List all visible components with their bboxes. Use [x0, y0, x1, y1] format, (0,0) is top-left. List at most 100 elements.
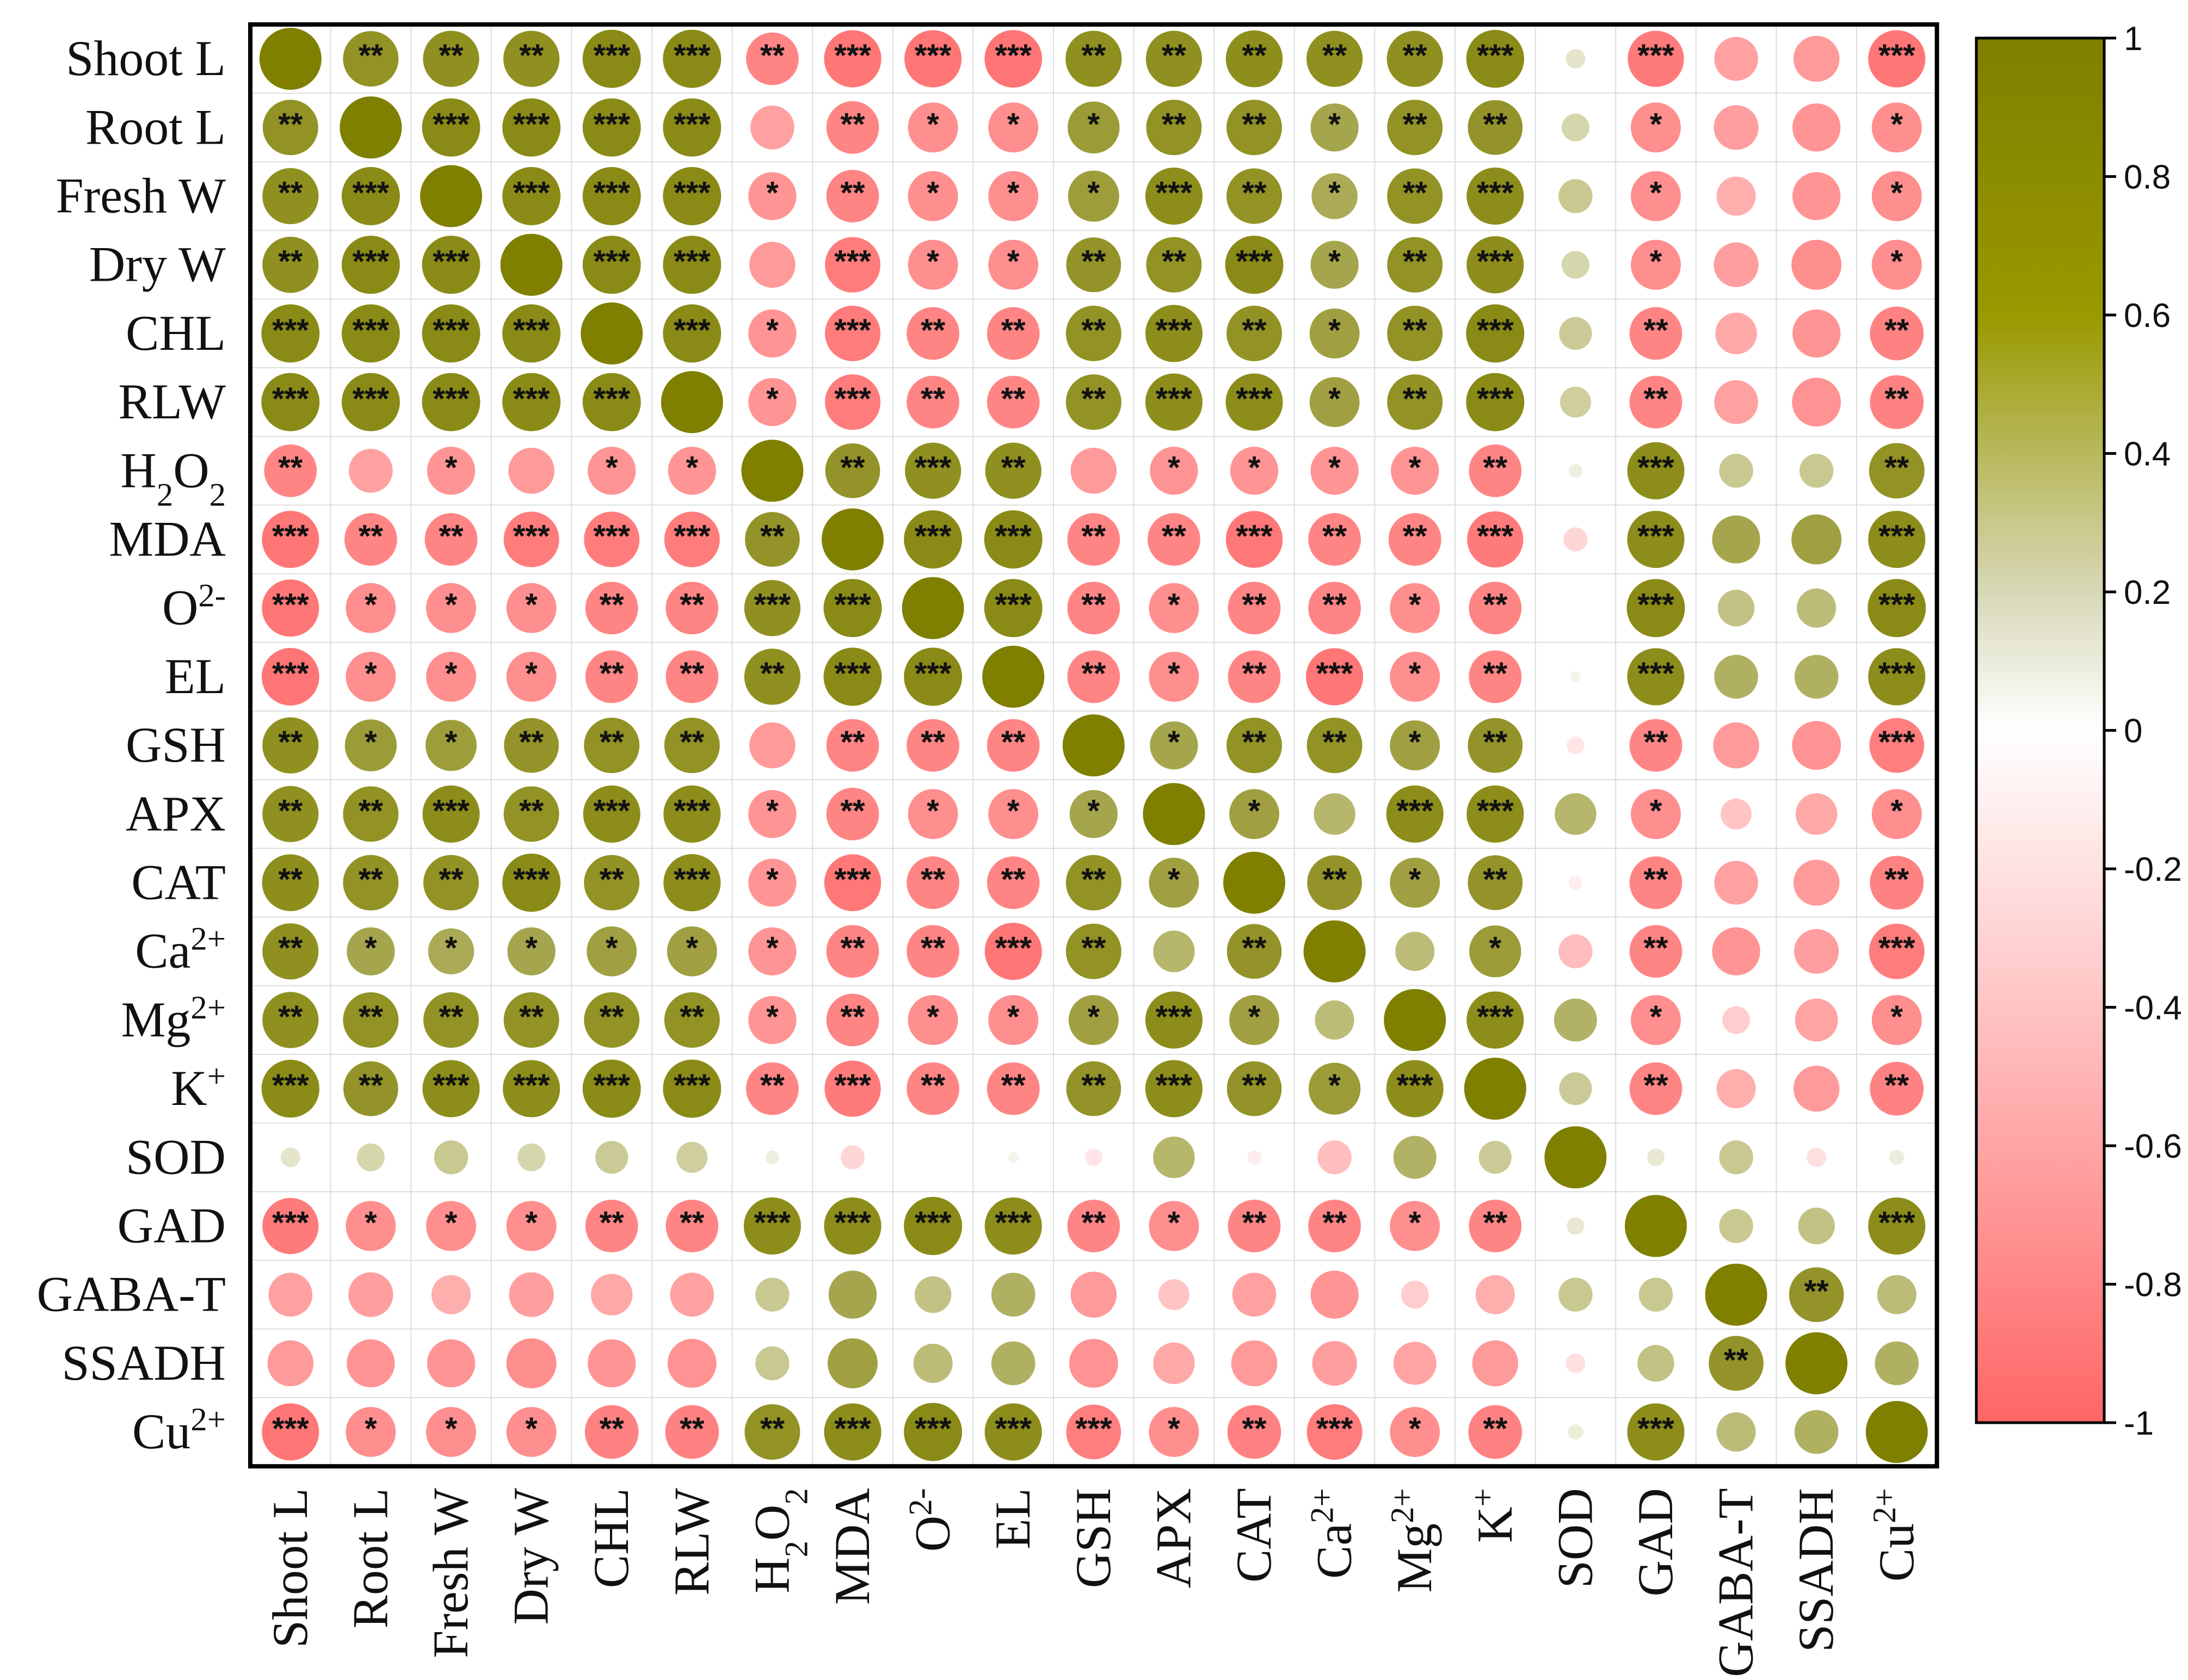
corr-circle-SSADH-H2O2: [755, 1346, 790, 1381]
corr-circle-APX-Mg2+: [1386, 785, 1444, 843]
corr-circle-MDA-Fresh W: [424, 513, 478, 566]
significance-mark: *: [365, 588, 377, 623]
corr-circle-APX-SOD: [1555, 793, 1597, 835]
corr-circle-Cu2+-SSADH: [1794, 1410, 1839, 1454]
corr-circle-Mg2+-Fresh W: [423, 992, 479, 1048]
significance-mark: *: [1409, 656, 1421, 691]
significance-mark: ***: [593, 519, 630, 554]
significance-mark: **: [439, 999, 464, 1035]
corr-circle-Cu2+-Fresh W: [426, 1407, 476, 1457]
corr-circle-Fresh W-Mg2+: [1387, 168, 1443, 224]
corr-circle-CHL-MDA: [825, 305, 880, 361]
significance-mark: **: [1403, 244, 1428, 280]
row-label-Cu2+: Cu2+: [132, 1401, 226, 1460]
row-label-SOD: SOD: [126, 1129, 226, 1184]
corr-circle-MDA-Ca2+: [1308, 513, 1361, 566]
col-label-CAT: CAT: [1226, 1488, 1281, 1583]
significance-mark: **: [1643, 381, 1668, 417]
corr-circle-H2O2-Mg2+: [1391, 447, 1439, 495]
corr-circle-EL-Dry W: [506, 651, 557, 702]
corr-circle-GAD-GSH: [1067, 1200, 1120, 1252]
significance-mark: ***: [834, 588, 871, 623]
significance-mark: **: [1483, 1411, 1508, 1447]
corr-circle-Shoot L-GABA-T: [1714, 36, 1758, 81]
corr-circle-SSADH-GAD: [1637, 1345, 1674, 1382]
corr-circle-K+-MDA: [824, 1060, 881, 1117]
significance-mark: **: [1162, 38, 1187, 73]
corr-circle-Dry W-H2O2: [749, 242, 796, 288]
corr-circle-O2--SOD: [1574, 607, 1576, 609]
corr-circle-Shoot L-RLW: [663, 29, 722, 88]
row-label-Root L: Root L: [85, 99, 226, 155]
significance-mark: ***: [272, 1068, 309, 1103]
significance-mark: ***: [353, 313, 390, 348]
significance-mark: **: [359, 999, 384, 1035]
significance-mark: *: [1007, 107, 1020, 142]
corr-circle-SOD-H2O2: [765, 1150, 780, 1165]
corr-circle-GABA-T-Dry W: [509, 1272, 554, 1317]
significance-mark: **: [1403, 313, 1428, 348]
corr-circle-Dry W-O2-: [908, 239, 958, 290]
significance-mark: **: [680, 656, 705, 691]
corr-circle-CAT-Dry W: [502, 854, 561, 912]
significance-mark: *: [1007, 176, 1020, 211]
significance-mark: *: [686, 450, 699, 485]
corr-circle-SOD-APX: [1153, 1137, 1195, 1178]
significance-mark: **: [1081, 313, 1106, 348]
significance-mark: **: [519, 999, 544, 1035]
corr-circle-H2O2-K+: [1469, 444, 1522, 497]
significance-mark: *: [766, 999, 779, 1035]
significance-mark: **: [1242, 656, 1267, 691]
significance-mark: ***: [995, 588, 1032, 623]
corr-circle-GABA-T-H2O2: [755, 1277, 790, 1312]
corr-circle-CAT-GAD: [1629, 856, 1682, 909]
corr-circle-SOD-Root L: [356, 1143, 385, 1171]
corr-circle-APX-CHL: [583, 785, 640, 843]
significance-mark: ***: [1156, 1068, 1193, 1103]
corr-circle-CAT-Cu2+: [1870, 856, 1924, 910]
corr-circle-Root L-K+: [1468, 100, 1523, 155]
corr-circle-K+-O2-: [907, 1062, 959, 1115]
significance-mark: ***: [1878, 588, 1915, 623]
significance-mark: *: [927, 107, 939, 142]
corr-circle-SOD-GSH: [1084, 1148, 1102, 1166]
significance-mark: **: [1643, 313, 1668, 348]
corr-circle-Shoot L-SOD: [1566, 49, 1586, 69]
corr-circle-Ca2+-SOD: [1558, 934, 1593, 968]
significance-mark: **: [840, 725, 865, 760]
significance-mark: *: [525, 1206, 538, 1241]
corr-circle-GSH-K+: [1468, 718, 1523, 773]
significance-mark: **: [760, 519, 785, 554]
corr-circle-SOD-CAT: [1247, 1150, 1261, 1165]
significance-mark: **: [278, 999, 303, 1035]
significance-mark: ***: [1637, 588, 1674, 623]
significance-mark: ***: [915, 450, 952, 485]
significance-mark: **: [760, 1411, 785, 1447]
corr-circle-CHL-GSH: [1065, 305, 1121, 361]
corr-circle-Root L-SSADH: [1792, 103, 1841, 152]
corr-circle-Ca2+-K+: [1469, 925, 1521, 978]
significance-mark: ***: [834, 1411, 871, 1447]
corr-circle-RLW-CAT: [1225, 373, 1283, 431]
corr-circle-RLW-SOD: [1560, 386, 1591, 418]
corr-circle-Fresh W-Ca2+: [1311, 173, 1358, 219]
corr-circle-MDA-CHL: [584, 511, 640, 567]
significance-mark: ***: [513, 313, 550, 348]
colorbar-tick-label: -0.6: [2124, 1128, 2182, 1165]
significance-mark: **: [1001, 1068, 1026, 1103]
significance-mark: *: [1088, 999, 1100, 1035]
corr-circle-Ca2+-SSADH: [1794, 929, 1839, 974]
corr-circle-H2O2-SOD: [1568, 464, 1583, 478]
corr-circle-O2--CAT: [1228, 582, 1281, 635]
corr-circle-SSADH-Shoot L: [267, 1340, 314, 1387]
corr-circle-GABA-T-GAD: [1638, 1277, 1673, 1312]
significance-mark: *: [766, 313, 779, 348]
significance-mark: ***: [513, 862, 550, 898]
corr-circle-O2--H2O2: [744, 580, 801, 637]
significance-mark: ***: [995, 1206, 1032, 1241]
significance-mark: ***: [674, 519, 711, 554]
col-label-Ca2+: Ca2+: [1304, 1488, 1362, 1579]
colorbar-tick-label: 0.2: [2124, 574, 2171, 612]
corr-circle-CAT-Mg2+: [1390, 857, 1440, 908]
significance-mark: ***: [433, 107, 470, 142]
